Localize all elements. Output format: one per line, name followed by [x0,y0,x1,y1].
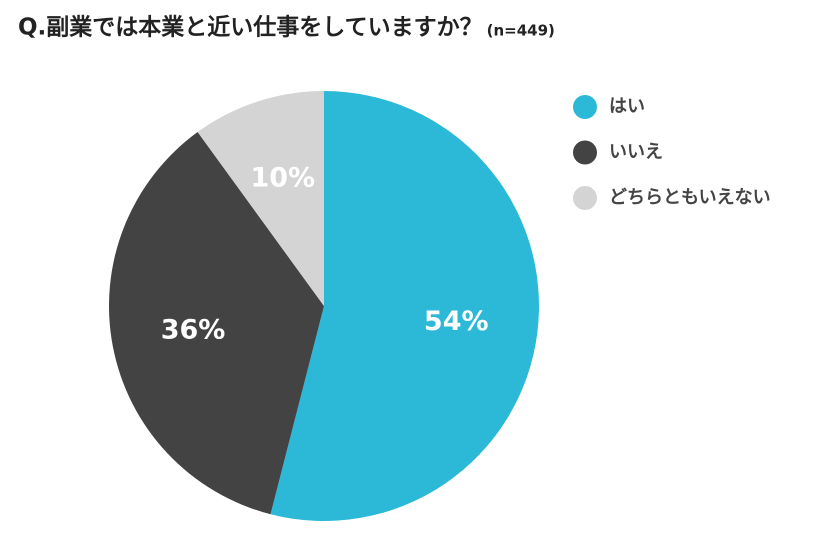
pie-slice [109,132,324,515]
pie-slice [197,91,324,306]
value-label: 36% [161,314,226,345]
chart-title: Q.副業では本業と近い仕事をしていますか？ [18,14,483,41]
legend-label: はい [609,96,645,117]
legend-label: いいえ [609,142,663,163]
pie-slice [270,91,540,521]
value-label: 54% [424,306,489,337]
legend-swatch [573,186,597,210]
chart-subtitle: (n=449) [487,22,555,40]
legend-swatch [573,140,597,165]
value-label: 10% [250,163,315,194]
legend-swatch [573,95,597,119]
legend-label: どちらともいえない [609,187,771,208]
